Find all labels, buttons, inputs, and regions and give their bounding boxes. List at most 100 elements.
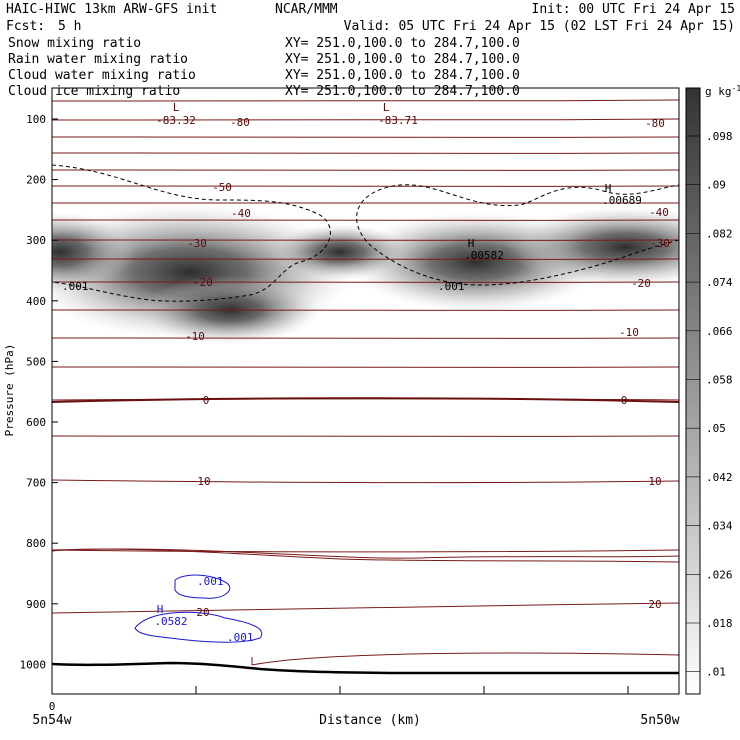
- extrema-symbol: L: [173, 101, 180, 114]
- temperature-label: 20: [648, 598, 661, 611]
- isotherm-line: [52, 479, 679, 484]
- y-tick-label: 900: [26, 598, 46, 611]
- cloud-ice-contours: .001 .001: [52, 164, 679, 302]
- extrema-symbol: H: [468, 237, 475, 250]
- x-left-endpoint: 5n54w: [32, 713, 71, 728]
- field-name: Cloud water mixing ratio: [8, 68, 196, 83]
- y-tick-label: 700: [26, 477, 46, 490]
- isotherm-line: [52, 118, 679, 121]
- temperature-label: 0: [621, 394, 628, 407]
- colorbar-label: .058: [706, 374, 733, 387]
- extrema-symbol: H: [157, 603, 164, 616]
- field-name: Rain water mixing ratio: [8, 52, 188, 67]
- colorbar-unit: g kg-1: [705, 84, 740, 98]
- terrain-line: [52, 661, 679, 675]
- y-tick-label: 500: [26, 355, 46, 368]
- ice-contour: [52, 164, 331, 302]
- temperature-label: 10: [197, 475, 210, 488]
- y-axis: 100 200 300 400 500 600 700 800 900 1000: [20, 113, 58, 671]
- temperature-label: -30: [650, 237, 670, 250]
- field-xy: XY= 251.0,100.0 to 284.7,100.0: [285, 68, 520, 83]
- temperature-label: 20: [196, 606, 209, 619]
- ice-label: .001: [438, 280, 465, 293]
- field-name: Cloud ice mixing ratio: [8, 84, 180, 99]
- colorbar: .098 .09 .082 .074 .066 .058 .05 .042 .034 .026 .0…: [685, 87, 733, 695]
- extrema-value: .0582: [154, 615, 187, 628]
- colorbar-label: .09: [706, 179, 726, 192]
- org-label: NCAR/MMM: [275, 2, 338, 17]
- forecast-label: Fcst:: [6, 19, 45, 34]
- colorbar-label: .018: [706, 617, 733, 630]
- x-axis-title: Distance (km): [319, 713, 421, 728]
- zero-isotherm: [52, 397, 679, 403]
- snow-blob: [270, 224, 410, 280]
- plot-frame: [51, 87, 680, 695]
- temperature-labels: -80 -80 -50 -40 -40 -30 -30 -20 -20 -10 -10 0 0 10 10 2…: [185, 116, 670, 619]
- y-axis-title: Pressure (hPa): [3, 344, 16, 437]
- isotherm-line: [52, 549, 679, 553]
- temperature-label: -30: [187, 237, 207, 250]
- ice-contour: [356, 184, 679, 286]
- snow-blob: [52, 212, 135, 292]
- temperature-label: -80: [230, 116, 250, 129]
- colorbar-label: .042: [706, 471, 733, 484]
- isotherm-line: [52, 602, 679, 614]
- x-right-endpoint: 5n50w: [640, 713, 679, 728]
- colorbar-label: .01: [706, 666, 726, 679]
- cloud-water-contour: [174, 574, 231, 599]
- field-xy: XY= 251.0,100.0 to 284.7,100.0: [285, 52, 520, 67]
- temperature-label: -40: [231, 207, 251, 220]
- colorbar-label: .066: [706, 325, 733, 338]
- cloud-water-label: .001: [227, 631, 254, 644]
- colorbar-label: .074: [706, 276, 733, 289]
- y-tick-label: 800: [26, 537, 46, 550]
- extrema-symbol: L: [383, 101, 390, 114]
- y-tick-label: 1000: [20, 658, 47, 671]
- colorbar-label: .098: [706, 130, 733, 143]
- field-legend: Snow mixing ratio XY= 251.0,100.0 to 284.…: [8, 36, 520, 99]
- forecast-value: 5 h: [58, 19, 81, 34]
- temperature-label: -50: [212, 181, 232, 194]
- extrema-value: -83.71: [378, 114, 418, 127]
- isotherm-line: [52, 548, 679, 559]
- isotherm-line: [52, 99, 679, 102]
- init-time: Init: 00 UTC Fri 24 Apr 15: [532, 2, 736, 17]
- valid-time: Valid: 05 UTC Fri 24 Apr 15 (02 LST Fri …: [344, 19, 735, 34]
- temperature-label: -40: [649, 206, 669, 219]
- y-tick-label: 100: [26, 113, 46, 126]
- y-tick-label: 300: [26, 234, 46, 247]
- field-xy: XY= 251.0,100.0 to 284.7,100.0: [285, 36, 520, 51]
- isotherm-line: [52, 435, 679, 438]
- temperature-label: 10: [648, 475, 661, 488]
- extrema-symbol: H: [605, 182, 612, 195]
- field-name: Snow mixing ratio: [8, 36, 141, 51]
- colorbar-label: .026: [706, 568, 733, 581]
- isotherm-line: [251, 652, 679, 666]
- temperature-contours: [52, 99, 679, 666]
- y-tick-label: 600: [26, 416, 46, 429]
- x-axis: [51, 686, 629, 694]
- model-title: HAIC-HIWC 13km ARW-GFS init: [6, 2, 217, 17]
- temperature-label: -20: [193, 276, 213, 289]
- ice-label: .001: [62, 280, 89, 293]
- extrema-value: .00582: [464, 249, 504, 262]
- x-start-tick: 0: [49, 700, 56, 713]
- cloud-water-label: .001: [197, 575, 224, 588]
- cloud-water-contours: .001 .001: [134, 574, 263, 644]
- temperature-label: -20: [631, 277, 651, 290]
- snow-blob: [507, 207, 679, 287]
- y-tick-label: 200: [26, 174, 46, 187]
- snow-shading: [52, 204, 679, 344]
- y-tick-label: 400: [26, 295, 46, 308]
- colorbar-ramp: [685, 87, 701, 695]
- temperature-label: -80: [645, 117, 665, 130]
- colorbar-label: .082: [706, 227, 733, 240]
- cloud-water-contour: [134, 611, 263, 643]
- colorbar-label: .05: [706, 422, 726, 435]
- temperature-label: -10: [619, 326, 639, 339]
- extrema-value: .00689: [602, 194, 642, 207]
- field-xy: XY= 251.0,100.0 to 284.7,100.0: [285, 84, 520, 99]
- plot-area: .001 .001 .001 .001: [52, 99, 679, 675]
- temperature-label: 0: [203, 394, 210, 407]
